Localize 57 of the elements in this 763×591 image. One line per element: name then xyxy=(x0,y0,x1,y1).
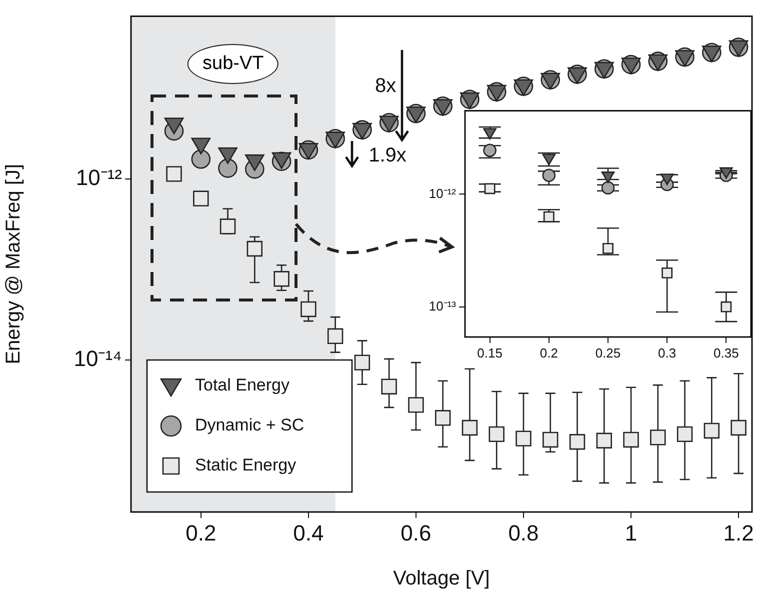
x-tick-label: 0.35 xyxy=(714,345,739,360)
legend-label: Dynamic + SC xyxy=(195,416,304,435)
legend-label: Static Energy xyxy=(195,456,297,475)
x-tick-label: 0.25 xyxy=(595,345,621,360)
point xyxy=(650,430,666,446)
point xyxy=(601,181,615,194)
legend-label: Total Energy xyxy=(195,376,290,395)
point xyxy=(704,422,720,439)
point xyxy=(623,432,639,448)
y-tick-label: 10⁻¹² xyxy=(428,186,457,201)
x-axis-title: Voltage [V] xyxy=(393,568,490,590)
point xyxy=(354,354,370,370)
point xyxy=(191,150,211,169)
point xyxy=(245,154,264,171)
point xyxy=(542,432,558,448)
point xyxy=(218,147,238,164)
annotation: 8x xyxy=(375,75,396,98)
point xyxy=(662,267,673,278)
x-tick-label: 0.8 xyxy=(508,520,539,546)
point xyxy=(720,167,733,179)
point xyxy=(434,410,451,426)
point xyxy=(542,168,556,182)
point xyxy=(516,430,532,446)
y-axis-title: Energy @ MaxFreq [J] xyxy=(2,164,25,364)
point xyxy=(218,158,238,178)
x-tick-label: 1 xyxy=(624,520,638,546)
annotation: 1.9x xyxy=(368,144,406,167)
y-tick-label: 10⁻¹⁴ xyxy=(74,346,122,372)
point xyxy=(660,174,674,186)
point xyxy=(164,118,184,134)
point xyxy=(730,420,746,436)
point xyxy=(542,154,556,166)
point xyxy=(484,183,496,194)
x-tick-label: 0.6 xyxy=(400,520,432,546)
x-tick-label: 0.15 xyxy=(477,345,502,360)
point xyxy=(483,144,496,158)
point xyxy=(191,138,211,154)
x-tick-label: 1.2 xyxy=(723,520,754,546)
x-tick-label: 0.4 xyxy=(293,520,324,546)
x-tick-label: 0.2 xyxy=(540,345,558,360)
point xyxy=(327,328,344,344)
point xyxy=(462,420,478,436)
point xyxy=(483,128,496,140)
point xyxy=(720,301,732,312)
point xyxy=(543,211,554,222)
y-tick-label: 10⁻¹³ xyxy=(428,298,457,314)
point xyxy=(601,172,615,184)
point xyxy=(676,426,693,442)
y-tick-label: 10⁻¹² xyxy=(76,165,122,190)
point xyxy=(602,242,614,254)
point xyxy=(408,397,424,413)
point xyxy=(381,378,397,394)
x-tick-label: 0.2 xyxy=(186,520,216,546)
point xyxy=(596,432,612,448)
x-tick-label: 0.3 xyxy=(658,345,676,360)
point xyxy=(569,434,586,450)
point xyxy=(488,426,504,442)
